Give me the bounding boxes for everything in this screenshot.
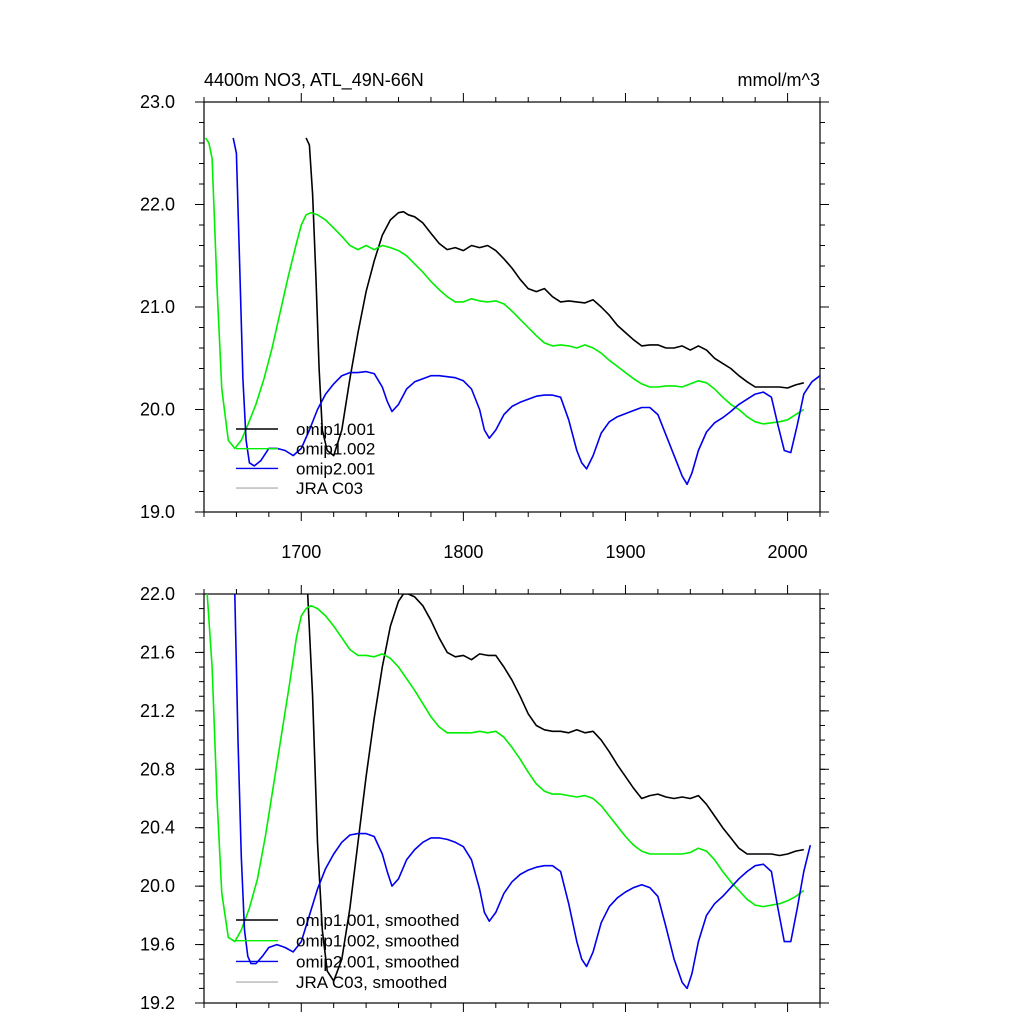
y-tick-label: 19.2 — [140, 993, 175, 1013]
series-layer — [206, 594, 812, 990]
legend-label: omip1.002 — [296, 440, 375, 459]
chart-title: 4400m NO3, ATL_49N-66N — [204, 70, 424, 91]
x-tick-label: 1800 — [443, 542, 483, 562]
legend-label: omip2.001 — [296, 459, 375, 478]
plot-area-bottom: 19.2 19.6 20.0 20.4 20.8 21.2 21.6 22.0 omip1.00… — [140, 584, 829, 1013]
y-tick-label: 19.0 — [140, 502, 175, 522]
y-tick-label: 20.0 — [140, 876, 175, 896]
series-line-omip1-001 — [305, 137, 805, 457]
series-line-omip1-002-smoothed — [206, 594, 805, 943]
series-line-omip2-001-smoothed — [234, 594, 812, 990]
y-tick-label: 20.8 — [140, 759, 175, 779]
y-tick-label: 20.4 — [140, 818, 175, 838]
x-tick-label: 1700 — [281, 542, 321, 562]
y-tick-label: 22.0 — [140, 584, 175, 604]
series-layer — [204, 137, 820, 486]
legend-label: omip1.001, smoothed — [296, 911, 460, 930]
y-tick-label: 20.0 — [140, 400, 175, 420]
y-tick-label: 21.2 — [140, 701, 175, 721]
x-tick-label: 2000 — [768, 542, 808, 562]
x-tick-label: 1900 — [605, 542, 645, 562]
y-tick-label: 21.6 — [140, 642, 175, 662]
legend-label: omip1.002, smoothed — [296, 932, 460, 951]
y-tick-label: 23.0 — [140, 92, 175, 112]
y-tick-label: 19.6 — [140, 935, 175, 955]
legend-label: JRA C03 — [296, 479, 363, 498]
legend-label: omip2.001, smoothed — [296, 952, 460, 971]
chart-panel-top: 4400m NO3, ATL_49N-66N mmol/m^3 1700 1800… — [140, 70, 829, 562]
plot-area-top: 1700 1800 1900 2000 19.0 20.0 21.0 22.0 23.0 omip… — [140, 92, 829, 562]
series-line-omip2-001 — [232, 137, 820, 486]
legend: omip1.001, smoothed omip1.002, smoothedom… — [236, 911, 460, 992]
units-label: mmol/m^3 — [738, 70, 820, 90]
y-tick-label: 21.0 — [140, 297, 175, 317]
legend-label: JRA C03, smoothed — [296, 973, 447, 992]
y-tick-label: 22.0 — [140, 195, 175, 215]
series-line-omip1-001-smoothed — [306, 594, 804, 982]
series-line-omip1-002 — [204, 137, 805, 450]
legend-label: omip1.001 — [296, 420, 375, 439]
chart-panel-bottom: 19.2 19.6 20.0 20.4 20.8 21.2 21.6 22.0 omip1.00… — [140, 584, 829, 1013]
